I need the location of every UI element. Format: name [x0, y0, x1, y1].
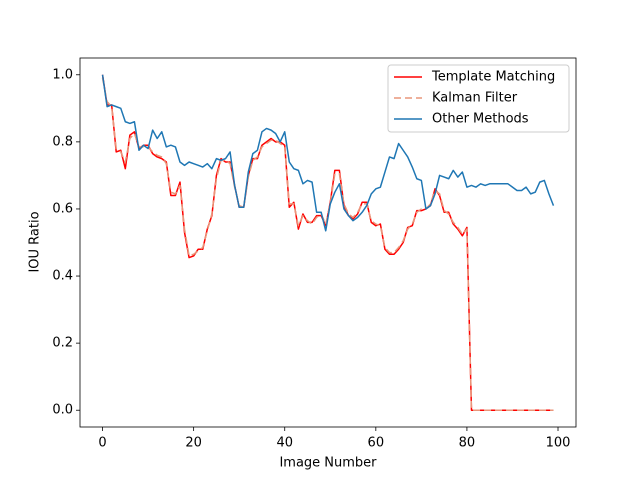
- legend-label: Other Methods: [432, 112, 529, 127]
- y-tick-label: 0.4: [52, 269, 73, 284]
- x-tick-label: 0: [98, 436, 106, 451]
- plot-frame: [79, 57, 577, 428]
- y-tick-label: 1.0: [52, 67, 73, 82]
- x-tick-label: 40: [276, 436, 293, 451]
- series-line: [101, 77, 554, 411]
- y-tick-label: 0.0: [52, 403, 73, 418]
- legend-label: Kalman Filter: [432, 91, 518, 106]
- series-line: [101, 74, 555, 232]
- y-tick-label: 0.8: [52, 134, 73, 149]
- legend-box: [387, 64, 570, 133]
- legend-label: Template Matching: [431, 70, 555, 85]
- y-tick-label: 0.6: [52, 201, 73, 216]
- x-tick-label: 20: [185, 436, 202, 451]
- y-tick-label: 0.2: [52, 336, 73, 351]
- x-tick-label: 100: [546, 436, 571, 451]
- x-tick-label: 60: [368, 436, 385, 451]
- x-tick-label: 80: [459, 436, 476, 451]
- y-axis-label: IOU Ratio: [28, 211, 43, 272]
- x-axis-label: Image Number: [279, 456, 377, 471]
